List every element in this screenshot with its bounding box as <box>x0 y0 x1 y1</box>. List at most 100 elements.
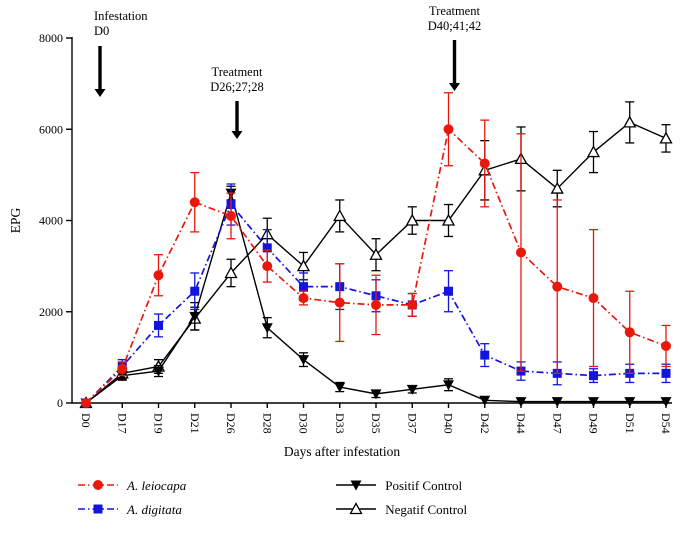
a-leiocapa-marker <box>298 293 309 304</box>
x-tick-label: D44 <box>514 413 528 434</box>
a-digitata-marker <box>262 243 272 253</box>
a-digitata-marker <box>444 286 453 296</box>
x-tick-label: D51 <box>623 413 637 434</box>
a-leiocapa-marker <box>81 398 91 408</box>
series-line-a-digitata <box>85 202 666 404</box>
legend-label-positif-control: Positif Control <box>385 477 463 493</box>
positif-control-marker <box>298 355 309 366</box>
x-tick-label: D19 <box>152 413 166 434</box>
x-tick-label: D49 <box>587 413 601 434</box>
negatif-control-marker <box>296 259 311 272</box>
positif-control-marker <box>443 380 454 391</box>
a-digitata-marker <box>589 371 598 381</box>
x-tick-label: D30 <box>297 413 311 434</box>
series-positif-control <box>80 185 672 409</box>
a-leiocapa-marker <box>516 247 526 258</box>
positif-control-marker <box>660 397 672 408</box>
a-leiocapa-marker <box>407 299 418 310</box>
legend-item-a-leiocapa: A. leiocapa <box>76 477 186 493</box>
a-leiocapa-marker <box>334 297 345 308</box>
a-digitata-marker <box>190 286 200 296</box>
a-leiocapa-legend-marker <box>93 480 103 490</box>
legend-label-a-leiocapa: A. leiocapa <box>127 477 187 493</box>
legend-item-positif-control: Positif Control <box>334 477 467 493</box>
negatif-control-marker <box>441 213 456 226</box>
legend-label-negatif-control: Negatif Control <box>385 501 468 517</box>
y-tick-label: 8000 <box>39 31 63 45</box>
negatif-control-marker <box>623 115 637 128</box>
y-axis: 0 2000 4000 6000 8000 <box>39 31 72 410</box>
annotations: InfestationD0TreatmentD26;27;28Treatment… <box>94 4 481 139</box>
a-leiocapa-marker <box>371 299 381 310</box>
x-tick-label: D17 <box>115 413 129 434</box>
positif-control-marker <box>334 382 346 393</box>
annotation-arrowhead-icon <box>231 131 243 139</box>
legend-item-a-digitata: A. digitata <box>76 501 186 517</box>
a-digitata-legend-marker <box>93 504 103 514</box>
positif-control-marker <box>153 366 164 377</box>
annotation-text: D0 <box>94 24 109 38</box>
a-leiocapa-marker <box>443 124 454 135</box>
x-tick-label: D28 <box>260 413 274 434</box>
positif-control-marker <box>406 384 418 395</box>
a-leiocapa-marker <box>189 197 200 208</box>
annotation-arrowhead-icon <box>449 83 460 91</box>
annotation-text: Infestation <box>94 9 148 23</box>
positif-control-marker <box>479 395 491 406</box>
positif-control-marker <box>261 323 273 334</box>
negatif-control-marker <box>333 209 347 222</box>
legend-column-species: A. leiocapa A. digitata <box>76 477 186 517</box>
a-digitata-marker <box>480 350 490 360</box>
x-tick-label: D40 <box>442 413 456 434</box>
a-leiocapa-marker <box>153 270 164 281</box>
a-leiocapa-marker <box>552 281 563 292</box>
negatif-control-legend-marker <box>349 502 363 515</box>
y-tick-label: 6000 <box>39 122 63 136</box>
annotation-text: Treatment <box>429 4 480 18</box>
series-negatif-control <box>79 101 673 409</box>
axes <box>71 37 672 404</box>
positif-control-marker <box>189 311 201 322</box>
positif-control-legend-marker <box>350 480 362 491</box>
x-tick-label: D42 <box>478 413 492 434</box>
legend-marker-filled-triangle-icon <box>336 480 377 491</box>
series-a-leiocapa <box>81 92 671 408</box>
a-leiocapa-marker <box>117 363 128 374</box>
annotation-text: D26;27;28 <box>210 80 263 94</box>
negatif-control-marker <box>224 266 238 279</box>
x-tick-label: D26 <box>224 413 238 434</box>
x-tick-label: D33 <box>333 413 347 434</box>
annotation-text: Treatment <box>212 65 263 79</box>
legend-marker-blue-square-icon <box>78 504 118 514</box>
x-tick-label: D21 <box>188 413 202 434</box>
positif-control-marker <box>370 389 382 400</box>
x-tick-label: D35 <box>369 413 383 434</box>
epg-line-chart: 0 2000 4000 6000 8000 D0 D17 D19 D21 D26 D28 D30 D33… <box>8 4 673 459</box>
x-axis: D0 D17 D19 D21 D26 D28 D30 D33 D35 D37 D40 D42 D44 D4… <box>79 403 673 434</box>
legend-item-negatif-control: Negatif Control <box>334 501 467 517</box>
negatif-control-marker <box>659 131 673 144</box>
a-digitata-marker <box>154 320 163 330</box>
negatif-control-marker <box>369 247 383 260</box>
negatif-control-marker <box>405 213 419 226</box>
x-tick-label: D0 <box>79 413 93 428</box>
negatif-control-marker <box>550 181 564 194</box>
legend-marker-red-circle-icon <box>78 480 118 490</box>
y-tick-label: 2000 <box>39 305 63 319</box>
chart-legend: A. leiocapa A. digitata Positif Control … <box>0 477 691 517</box>
a-leiocapa-marker <box>226 210 236 221</box>
a-leiocapa-marker <box>588 293 599 304</box>
legend-column-controls: Positif Control Negatif Control <box>334 477 467 517</box>
a-leiocapa-marker <box>479 158 490 169</box>
positif-control-marker <box>551 397 563 408</box>
a-digitata-marker <box>661 368 671 378</box>
negatif-control-marker <box>586 145 601 158</box>
y-tick-label: 4000 <box>39 214 63 228</box>
legend-label-a-digitata: A. digitata <box>127 501 182 517</box>
legend-marker-open-triangle-icon <box>336 502 377 515</box>
y-axis-title: EPG <box>8 208 23 234</box>
positif-control-marker <box>588 397 599 408</box>
x-tick-label: D47 <box>550 413 564 434</box>
positif-control-marker <box>624 397 636 408</box>
